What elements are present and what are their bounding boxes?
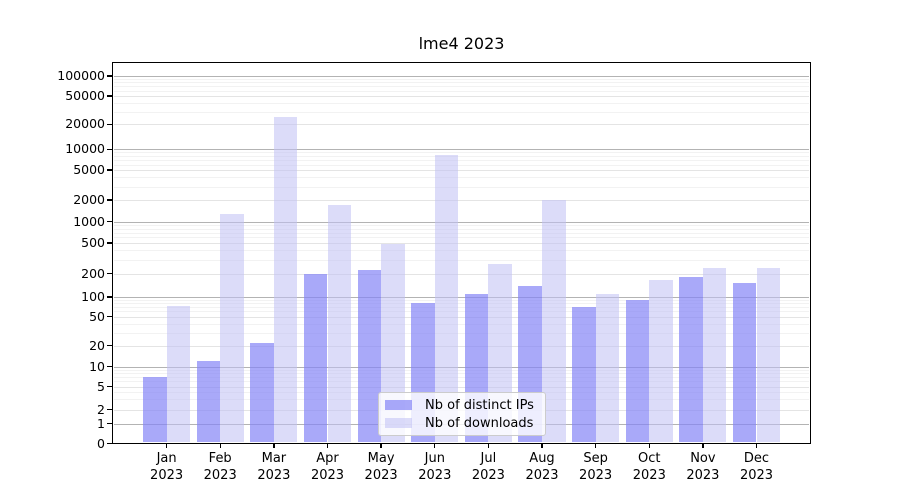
x-tick-mark <box>541 444 543 448</box>
y-axis-tick-label: 100000 <box>57 68 105 83</box>
x-tick-mark <box>755 444 758 448</box>
x-axis-tick-label: Dec 2023 <box>739 451 774 483</box>
y-axis-tick-label: 100 <box>81 289 105 304</box>
x-axis-tick-label: Sep 2023 <box>579 451 613 483</box>
y-axis-tick-label: 20 <box>89 337 105 353</box>
x-tick-mark <box>165 444 168 448</box>
y-axis-tick-label: 50000 <box>65 88 105 103</box>
x-axis-tick-label: Jun 2023 <box>418 451 452 483</box>
y-axis-tick-label: 20000 <box>65 116 105 132</box>
y-axis-tick-label: 10 <box>89 358 105 374</box>
y-axis-tick-label: 1 <box>97 415 105 431</box>
y-axis-tick-label: 200 <box>81 265 105 281</box>
x-tick-mark <box>380 444 382 448</box>
x-tick-mark <box>648 444 650 448</box>
x-axis-tick-label: May 2023 <box>364 451 398 483</box>
y-axis-tick-label: 1000 <box>73 213 105 229</box>
x-tick-mark <box>487 444 490 448</box>
legend: Nb of distinct IPs Nb of downloads <box>378 392 546 436</box>
x-tick-mark <box>326 444 329 448</box>
x-tick-mark <box>702 444 704 448</box>
y-axis-tick-label: 50 <box>89 308 105 324</box>
x-axis-tick-label: Jan 2023 <box>150 451 184 483</box>
x-tick-mark <box>434 444 436 448</box>
y-axis-tick-label: 5 <box>97 378 105 394</box>
x-axis-tick-label: Feb 2023 <box>203 451 237 483</box>
legend-swatch-distinct-ips <box>385 400 412 410</box>
y-axis-tick-label: 500 <box>81 235 105 250</box>
y-axis-tick-label: 2000 <box>73 192 105 207</box>
x-axis-tick-label: Aug 2023 <box>525 451 559 483</box>
legend-swatch-downloads <box>385 418 412 428</box>
x-tick-mark <box>219 444 221 448</box>
x-axis-tick-label: Oct 2023 <box>632 451 666 483</box>
plot-border <box>112 62 811 444</box>
x-axis-tick-label: Apr 2023 <box>310 451 345 483</box>
x-axis-tick-label: Jul 2023 <box>471 451 505 483</box>
y-axis-tick-label: 0 <box>97 435 105 451</box>
chart-title: lme4 2023 <box>418 34 505 53</box>
y-axis-tick-label: 2 <box>97 401 105 417</box>
x-tick-mark <box>273 444 275 448</box>
x-axis-tick-label: Mar 2023 <box>257 451 291 483</box>
y-axis-tick-label: 5000 <box>73 162 105 177</box>
legend-item-distinct-ips: Nb of distinct IPs <box>385 398 539 413</box>
x-tick-mark <box>594 444 597 448</box>
legend-label-downloads: Nb of downloads <box>425 415 534 431</box>
y-axis-tick-label: 10000 <box>65 141 105 157</box>
legend-label-distinct-ips: Nb of distinct IPs <box>425 397 534 413</box>
legend-item-downloads: Nb of downloads <box>385 416 539 431</box>
x-axis-tick-label: Nov 2023 <box>686 451 720 483</box>
